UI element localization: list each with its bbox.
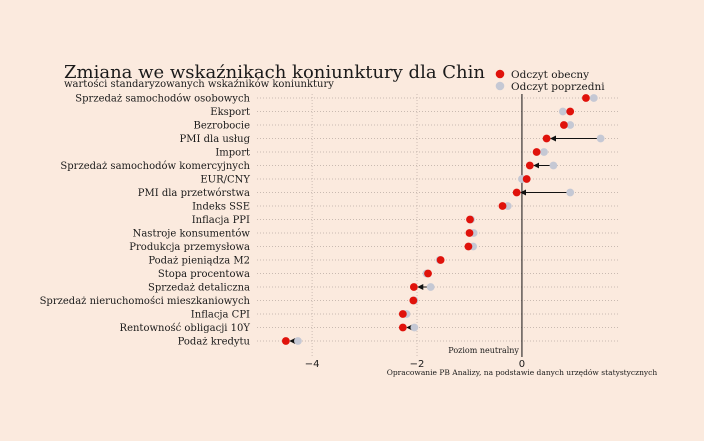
- current-point: [398, 310, 407, 318]
- category-label: Sprzedaż detaliczna: [148, 283, 250, 294]
- category-label: Sprzedaż samochodów komercyjnych: [60, 161, 250, 172]
- current-point: [424, 269, 432, 278]
- current-point: [466, 215, 474, 224]
- category-label: Sprzedaż samochodów osobowych: [75, 94, 250, 105]
- category-label: EUR/CNY: [200, 175, 250, 186]
- previous-point: [596, 134, 605, 143]
- grid-layer: [257, 94, 619, 357]
- previous-point: [566, 188, 575, 197]
- category-label: Produkcja przemysłowa: [129, 242, 250, 253]
- category-label: Inflacja CPI: [191, 310, 250, 321]
- current-point: [582, 94, 590, 102]
- current-point: [498, 202, 507, 210]
- source-note: Opracowanie PB Analizy, na podstawie dan…: [387, 368, 658, 377]
- category-labels: Sprzedaż samochodów osobowych Eksport Bezr…: [40, 94, 251, 348]
- previous-point: [294, 337, 302, 345]
- current-point: [436, 256, 445, 264]
- category-label: Inflacja PPI: [192, 215, 250, 226]
- current-point: [566, 107, 575, 116]
- current-point: [542, 134, 551, 143]
- previous-point: [410, 323, 419, 332]
- legend-previous-label: Odczyt poprzedni: [511, 81, 605, 93]
- current-point: [409, 283, 418, 291]
- current-series-dots: [281, 94, 590, 345]
- current-point: [465, 229, 474, 237]
- category-label: Nastroje konsumentów: [133, 229, 251, 240]
- legend-current-marker: [495, 69, 505, 79]
- previous-point: [549, 161, 558, 170]
- current-point: [512, 188, 521, 197]
- current-point: [532, 148, 541, 156]
- category-label: Podaż pieniądza M2: [148, 256, 250, 267]
- current-point: [409, 296, 418, 305]
- x-axis-ticks: −4 −2 0: [305, 359, 525, 370]
- current-point: [398, 323, 407, 332]
- category-label: Indeks SSE: [192, 202, 250, 213]
- current-point: [525, 161, 534, 170]
- category-label: Sprzedaż nieruchomości mieszkaniowych: [40, 296, 251, 307]
- current-point: [464, 242, 473, 251]
- previous-point: [540, 148, 548, 156]
- legend-current-label: Odczyt obecny: [511, 69, 589, 81]
- neutral-level-label: Poziom neutralny: [448, 346, 519, 355]
- category-label: Import: [215, 148, 250, 159]
- category-label: Eksport: [210, 107, 250, 118]
- x-tick-label: 0: [519, 359, 525, 370]
- category-label: PMI dla usług: [180, 134, 251, 145]
- category-label: Podaż kredytu: [178, 337, 251, 348]
- chart-legend: Odczyt obecny Odczyt poprzedni: [495, 69, 605, 93]
- previous-point: [558, 107, 567, 116]
- legend-previous-marker: [495, 81, 505, 91]
- category-label: Rentowność obligacji 10Y: [120, 323, 251, 334]
- category-label: PMI dla przetwórstwa: [138, 188, 250, 199]
- current-point: [522, 175, 531, 183]
- previous-point: [566, 121, 575, 129]
- chart-subtitle: wartości standaryzowanych wskaźników kon…: [64, 79, 334, 90]
- previous-point: [426, 283, 435, 291]
- current-point: [281, 337, 290, 345]
- previous-point: [589, 94, 598, 102]
- x-tick-label: −4: [305, 359, 320, 370]
- x-tick-label: −2: [410, 359, 425, 370]
- category-label: Stopa procentowa: [158, 269, 250, 280]
- category-label: Bezrobocie: [194, 121, 251, 132]
- current-point: [560, 121, 568, 129]
- chart-title: Zmiana we wskaźnikach koniunktury dla Ch…: [64, 62, 485, 83]
